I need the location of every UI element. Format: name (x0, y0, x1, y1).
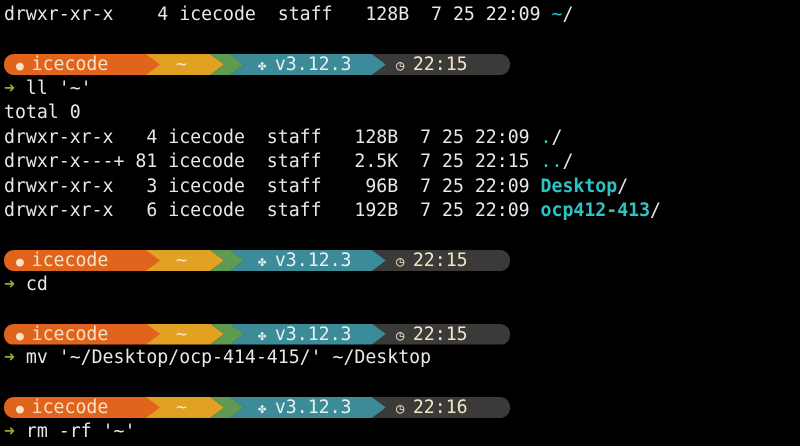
prompt-user-segment: ● icecode (4, 54, 164, 75)
prompt-line: ● icecode ~ ✤ v3.12.3 ◷ 22:15 (4, 322, 661, 347)
prompt-python-segment: ✤ v3.12.3 (230, 323, 386, 345)
command-line[interactable]: ➜ ll '~' (4, 77, 661, 102)
apple-icon: ● (16, 255, 32, 270)
blank-line (4, 297, 661, 322)
powerline-prompt: ● icecode ~ ✤ v3.12.3 ◷ 22:15 (4, 54, 510, 75)
prompt-user: icecode (31, 397, 109, 418)
command-line[interactable]: ➜ rm -rf '~' (4, 420, 661, 445)
slash: / (562, 151, 574, 172)
prompt-dir: ~ (176, 54, 187, 75)
listing-text: drwxr-xr-x 4 icecode staff 128B 7 25 22:… (4, 126, 541, 148)
clock-icon: ◷ (396, 327, 413, 344)
listing-row: drwxr-xr-x 3 icecode staff 96B 7 25 22:0… (4, 175, 661, 200)
terminal-output: drwxr-xr-x 4 icecode staff 128B 7 25 22:… (4, 3, 661, 444)
slash: / (562, 4, 574, 25)
command-text[interactable]: rm -rf '~' (25, 420, 136, 442)
prompt-dir-segment: ~ (146, 250, 224, 271)
prompt-git-segment (210, 54, 244, 75)
python-icon: ✤ (258, 58, 275, 74)
python-icon: ✤ (258, 254, 275, 270)
prompt-user: icecode (31, 250, 109, 271)
prompt-python-version: v3.12.3 (274, 397, 352, 418)
listing-row: drwxr-xr-x 4 icecode staff 128B 7 25 22:… (4, 126, 661, 151)
command-text[interactable]: mv '~/Desktop/ocp-414-415/' ~/Desktop (25, 347, 432, 368)
prompt-line: ● icecode ~ ✤ v3.12.3 ◷ 22:16 (4, 395, 661, 420)
prompt-python-segment: ✤ v3.12.3 (230, 250, 386, 271)
listing-text: drwxr-xr-x 6 icecode staff 192B 7 25 22:… (4, 200, 541, 221)
prompt-git-segment (210, 397, 244, 418)
prompt-python-version: v3.12.3 (274, 54, 352, 75)
prompt-python-segment: ✤ v3.12.3 (230, 397, 386, 418)
clock-icon: ◷ (396, 58, 413, 74)
directory-name: Desktop (540, 175, 618, 197)
listing-text: drwxr-xr-x 4 icecode staff 128B 7 25 22:… (4, 4, 552, 25)
prompt-python-version: v3.12.3 (274, 323, 352, 345)
arrow-right-icon: ➜ (4, 77, 26, 99)
prompt-dir: ~ (176, 250, 187, 271)
directory-name: .. (540, 151, 563, 172)
directory-name: . (540, 126, 552, 148)
prompt-dir: ~ (176, 397, 187, 418)
prompt-dir-segment: ~ (146, 54, 224, 75)
listing-text: drwxr-xr-x 3 icecode staff 96B 7 25 22:0… (4, 175, 541, 197)
prompt-time: 22:15 (412, 54, 468, 75)
powerline-prompt: ● icecode ~ ✤ v3.12.3 ◷ 22:16 (4, 397, 510, 418)
command-line[interactable]: ➜ mv '~/Desktop/ocp-414-415/' ~/Desktop (4, 346, 661, 371)
listing-row: drwxr-xr-x 4 icecode staff 128B 7 25 22:… (4, 3, 661, 28)
powerline-prompt: ● icecode ~ ✤ v3.12.3 ◷ 22:15 (4, 250, 510, 271)
clock-icon: ◷ (396, 401, 413, 417)
python-icon: ✤ (258, 327, 275, 344)
clock-icon: ◷ (396, 254, 413, 270)
listing-row: drwxr-x---+ 81 icecode staff 2.5K 7 25 2… (4, 150, 661, 175)
prompt-dir-segment: ~ (146, 323, 224, 345)
command-text[interactable]: cd (25, 273, 48, 295)
powerline-prompt: ● icecode ~ ✤ v3.12.3 ◷ 22:15 (4, 323, 510, 345)
apple-icon: ● (16, 328, 32, 344)
directory-name: ocp412-413 (540, 200, 651, 221)
prompt-time: 22:15 (412, 323, 468, 345)
command-line[interactable]: ➜ cd (4, 273, 661, 298)
prompt-user-segment: ● icecode (4, 250, 164, 271)
prompt-time-segment: ◷ 22:15 (372, 250, 510, 271)
prompt-user-segment: ● icecode (4, 323, 164, 345)
listing-row: drwxr-xr-x 6 icecode staff 192B 7 25 22:… (4, 199, 661, 224)
slash: / (617, 175, 629, 197)
arrow-right-icon: ➜ (4, 420, 26, 442)
python-icon: ✤ (258, 401, 275, 417)
prompt-user-segment: ● icecode (4, 397, 164, 418)
prompt-python-version: v3.12.3 (274, 250, 352, 271)
prompt-dir-segment: ~ (146, 397, 224, 418)
prompt-user: icecode (31, 54, 109, 75)
prompt-time-segment: ◷ 22:15 (372, 54, 510, 75)
arrow-right-icon: ➜ (4, 347, 26, 368)
prompt-time: 22:15 (412, 250, 468, 271)
apple-icon: ● (16, 402, 32, 417)
blank-line (4, 371, 661, 396)
prompt-time: 22:16 (412, 397, 468, 418)
arrow-right-icon: ➜ (4, 273, 26, 295)
blank-line (4, 224, 661, 249)
prompt-line: ● icecode ~ ✤ v3.12.3 ◷ 22:15 (4, 52, 661, 77)
apple-icon: ● (16, 59, 32, 74)
directory-name: ~ (551, 4, 563, 25)
slash: / (650, 200, 661, 221)
prompt-line: ● icecode ~ ✤ v3.12.3 ◷ 22:15 (4, 248, 661, 273)
prompt-git-segment (210, 250, 244, 271)
prompt-python-segment: ✤ v3.12.3 (230, 54, 386, 75)
output-line: total 0 (4, 102, 81, 123)
prompt-time-segment: ◷ 22:16 (372, 397, 510, 418)
prompt-git-segment (210, 323, 244, 345)
prompt-user: icecode (31, 323, 109, 345)
prompt-dir: ~ (176, 323, 187, 345)
listing-text: drwxr-x---+ 81 icecode staff 2.5K 7 25 2… (4, 151, 541, 172)
slash: / (551, 126, 563, 148)
prompt-time-segment: ◷ 22:15 (372, 323, 510, 345)
command-text[interactable]: ll '~' (25, 77, 92, 99)
